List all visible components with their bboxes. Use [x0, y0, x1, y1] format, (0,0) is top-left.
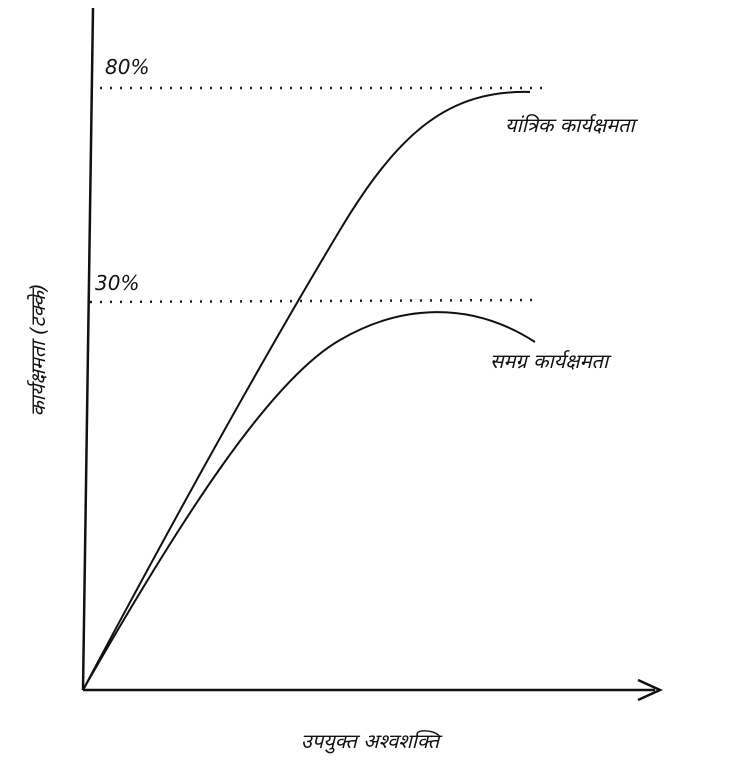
y-axis [81, 7, 95, 691]
level-label: 30% [95, 271, 139, 295]
curve-label: समग्र कार्यक्षमता [490, 349, 612, 373]
level-line [89, 298, 536, 304]
x-axis-arrow [637, 678, 664, 702]
curve-label: यांत्रिक कार्यक्षमता [505, 113, 639, 137]
y-axis-label: कार्यक्षमता (टक्के) [26, 283, 50, 416]
overall-curve [82, 311, 536, 691]
level-label: 80% [105, 55, 149, 79]
mechanical-curve [82, 90, 531, 691]
x-axis-label: उपयुक्त अश्वशक्ति [301, 729, 443, 754]
